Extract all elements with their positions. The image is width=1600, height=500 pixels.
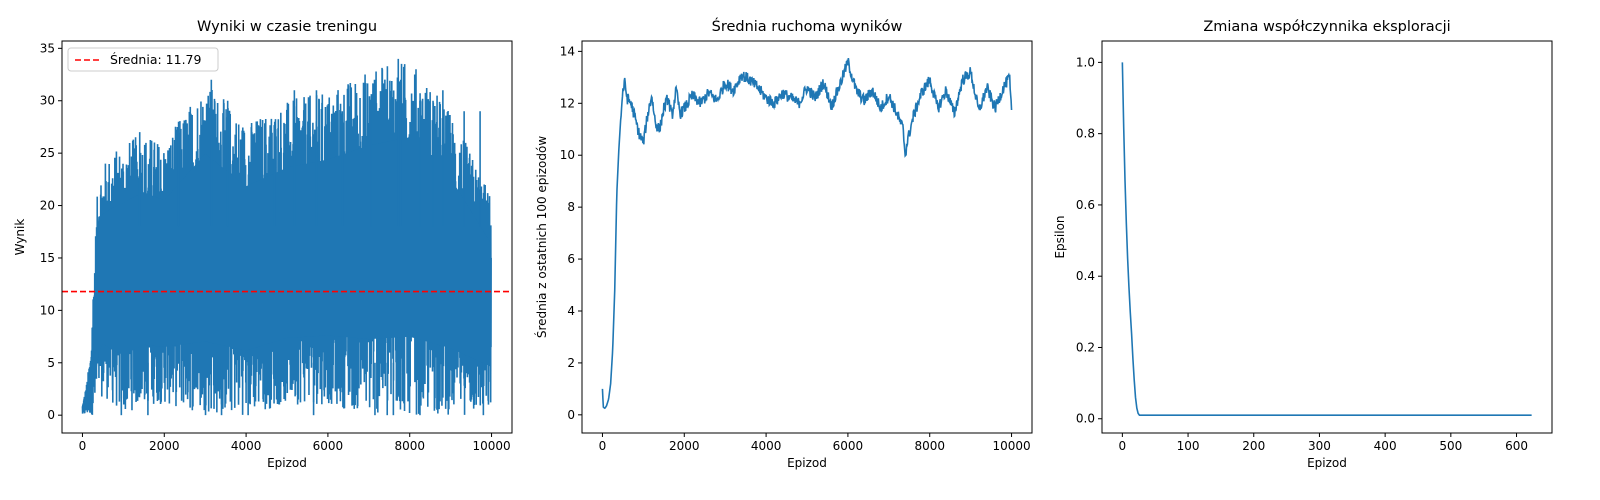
x-axis-label: Epizod xyxy=(1307,456,1347,470)
plot-area xyxy=(1121,62,1532,416)
x-tick-label: 6000 xyxy=(313,439,344,453)
x-tick-label: 100 xyxy=(1177,439,1200,453)
x-tick-label: 4000 xyxy=(751,439,782,453)
y-tick-label: 4 xyxy=(567,304,575,318)
y-tick-label: 15 xyxy=(40,251,55,265)
x-tick-label: 0 xyxy=(599,439,607,453)
x-tick-label: 200 xyxy=(1242,439,1265,453)
axes-frame xyxy=(581,40,1033,434)
legend: Średnia: 11.79 xyxy=(67,47,219,72)
y-tick-label: 14 xyxy=(560,44,575,58)
x-tick-label: 0 xyxy=(79,439,87,453)
y-axis-label: Epsilon xyxy=(1053,215,1067,258)
x-tick-label: 8000 xyxy=(394,439,425,453)
y-axis-label: Średnia z ostatnich 100 epizodów xyxy=(534,136,549,338)
x-tick-label: 2000 xyxy=(669,439,700,453)
chart-title: Zmiana współczynnika eksploracji xyxy=(1203,19,1450,35)
x-axis-label: Epizod xyxy=(787,456,827,470)
plot-area xyxy=(601,57,1013,410)
y-tick-label: 0 xyxy=(47,408,55,422)
axes-frame xyxy=(61,40,513,434)
y-tick-label: 8 xyxy=(567,200,575,214)
x-tick-label: 300 xyxy=(1308,439,1331,453)
y-tick-label: 0.6 xyxy=(1076,198,1095,212)
x-tick-label: 400 xyxy=(1374,439,1397,453)
plot-area xyxy=(62,58,512,416)
y-tick-label: 20 xyxy=(40,199,55,213)
x-tick-label: 600 xyxy=(1505,439,1528,453)
y-tick-label: 0.4 xyxy=(1076,269,1095,283)
y-tick-label: 30 xyxy=(40,94,55,108)
y-tick-label: 2 xyxy=(567,356,575,370)
y-tick-label: 10 xyxy=(40,303,55,317)
chart-title: Wyniki w czasie treningu xyxy=(197,19,377,35)
y-tick-label: 35 xyxy=(40,41,55,55)
y-tick-label: 0.0 xyxy=(1076,412,1095,426)
y-axis-label: Wynik xyxy=(13,219,27,256)
y-tick-label: 10 xyxy=(560,148,575,162)
x-tick-label: 0 xyxy=(1119,439,1127,453)
y-tick-label: 0.2 xyxy=(1076,340,1095,354)
y-tick-label: 5 xyxy=(47,356,55,370)
y-tick-label: 6 xyxy=(567,252,575,266)
legend-box xyxy=(67,47,219,72)
chart-panel-3: 0 100 200 300 400 500 600 0.0 0.2 0.4 0.6 0.8 1.0 Zmi… xyxy=(1053,19,1553,470)
chart-panel-1: 0 2000 4000 6000 8000 10000 0 5 10 15 20 25 30 35 Wyni… xyxy=(13,19,513,470)
x-tick-label: 8000 xyxy=(914,439,945,453)
y-tick-label: 0 xyxy=(567,408,575,422)
chart-title: Średnia ruchoma wyników xyxy=(712,17,903,35)
series-line xyxy=(601,57,1013,410)
series-core xyxy=(82,137,492,413)
x-tick-label: 2000 xyxy=(149,439,180,453)
series-line xyxy=(1121,62,1532,416)
legend-label: Średnia: 11.79 xyxy=(110,52,201,67)
y-tick-label: 25 xyxy=(40,146,55,160)
x-tick-label: 10000 xyxy=(472,439,510,453)
x-axis-label: Epizod xyxy=(267,456,307,470)
x-tick-label: 4000 xyxy=(231,439,262,453)
y-tick-label: 12 xyxy=(560,96,575,110)
x-tick-label: 500 xyxy=(1439,439,1462,453)
chart-panel-2: 0 2000 4000 6000 8000 10000 0 2 4 6 8 10 12 14 Średnia… xyxy=(534,17,1033,470)
x-tick-label: 10000 xyxy=(992,439,1030,453)
y-tick-label: 1.0 xyxy=(1076,55,1095,69)
x-tick-label: 6000 xyxy=(833,439,864,453)
axes-frame xyxy=(1101,40,1553,434)
y-tick-label: 0.8 xyxy=(1076,127,1095,141)
